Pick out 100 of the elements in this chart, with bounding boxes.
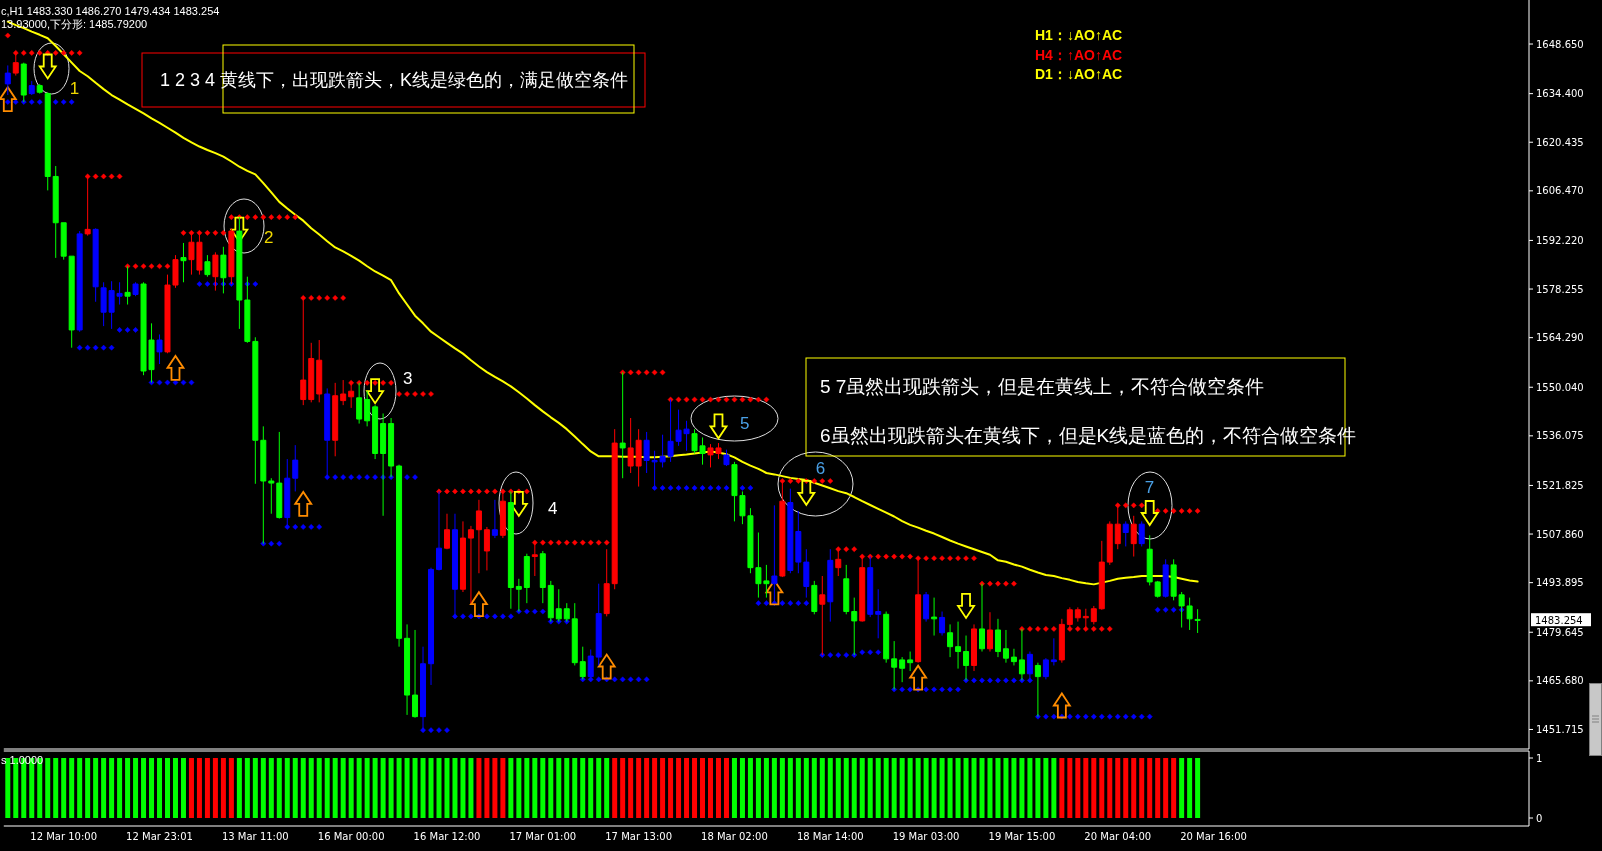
y-tick-label: 0 <box>1536 812 1543 824</box>
candlestick <box>1090 605 1097 625</box>
annotation: 1 <box>69 78 80 98</box>
candlestick <box>364 390 371 427</box>
candlestick <box>132 281 139 297</box>
candlestick <box>459 520 466 593</box>
y-tick-label: 1648.650 <box>1536 38 1584 50</box>
candlestick <box>1162 558 1169 599</box>
candlestick <box>1146 534 1153 586</box>
candlestick <box>60 222 67 261</box>
candlestick <box>292 444 299 492</box>
candlestick <box>428 567 435 686</box>
candlestick <box>12 52 19 77</box>
candlestick <box>859 556 866 623</box>
candlestick <box>611 428 618 590</box>
candlestick <box>931 597 938 637</box>
point <box>294 491 313 517</box>
candlestick <box>939 611 946 637</box>
y-tick-label: 1465.680 <box>1536 675 1584 687</box>
candlestick <box>587 648 594 680</box>
candlestick <box>1002 629 1009 664</box>
candlestick <box>1010 648 1017 666</box>
candlestick <box>340 379 347 406</box>
candlestick <box>268 477 275 515</box>
candlestick <box>899 656 906 683</box>
x-tick-label: 20 Mar 16:00 <box>1180 830 1247 842</box>
candlestick <box>539 550 546 604</box>
candlestick <box>316 339 323 403</box>
candlestick <box>971 623 978 672</box>
candlestick <box>1194 608 1201 634</box>
y-tick-label: 1507.860 <box>1536 528 1584 540</box>
annotation: 2 <box>263 227 274 247</box>
candlestick <box>36 83 43 95</box>
annotation: 3 <box>402 368 413 388</box>
candlestick <box>20 62 27 103</box>
candlestick <box>1082 608 1089 630</box>
chart-title: c,H1 1483.330 1486.270 1479.434 1483.254 <box>1 4 220 17</box>
candlestick <box>276 431 283 520</box>
y-tick-label: 1536.075 <box>1536 430 1584 442</box>
y-tick-label: 1479.645 <box>1536 626 1584 638</box>
point <box>909 664 928 691</box>
point <box>709 413 728 440</box>
candlestick <box>779 480 786 578</box>
y-tick-label: 1634.400 <box>1536 88 1584 100</box>
x-tick-label: 17 Mar 01:00 <box>509 830 577 842</box>
x-tick-label: 19 Mar 15:00 <box>988 830 1056 842</box>
x-tick-label: 19 Mar 03:00 <box>892 830 960 842</box>
candlestick <box>1026 651 1033 681</box>
point <box>1052 692 1071 719</box>
candlestick <box>986 611 993 653</box>
candlestick <box>811 580 818 615</box>
candlestick <box>994 618 1001 658</box>
annotation: H1：↓AO↑AC <box>1035 27 1123 43</box>
candlestick <box>1138 520 1145 547</box>
candlestick <box>324 387 331 478</box>
candlestick <box>947 623 954 658</box>
point <box>166 354 185 381</box>
y-tick-label: 1521.825 <box>1536 479 1584 491</box>
candlestick <box>1098 540 1105 611</box>
candlestick <box>723 449 730 467</box>
candlestick <box>851 597 858 656</box>
candlestick <box>412 629 419 719</box>
candlestick <box>220 246 227 294</box>
candlestick <box>875 588 882 639</box>
candlestick <box>348 382 355 409</box>
x-tick-label: 18 Mar 02:00 <box>701 830 768 842</box>
y-tick-label: 1620.435 <box>1536 136 1584 148</box>
candlestick <box>1066 606 1073 630</box>
annotation: D1：↓AO↑AC <box>1035 66 1123 82</box>
candlestick <box>595 583 602 666</box>
x-tick-label: 13 Mar 11:00 <box>221 830 289 842</box>
candlestick <box>1154 580 1161 599</box>
candlestick <box>603 548 610 617</box>
candlestick <box>436 490 442 571</box>
candlestick <box>1050 637 1057 666</box>
candlestick <box>891 640 898 690</box>
candlestick <box>531 542 538 577</box>
annotation: 5 7虽然出现跌箭头，但是在黄线上，不符合做空条件 <box>820 375 1265 397</box>
candlestick <box>420 646 427 731</box>
candlestick <box>827 548 834 623</box>
candlestick <box>300 297 307 406</box>
y-tick-label: 1564.290 <box>1536 332 1584 344</box>
candlestick <box>332 382 339 457</box>
annotation: 5 <box>740 413 750 433</box>
candlestick <box>915 557 922 664</box>
candlestick <box>44 91 51 191</box>
candlestick <box>1042 657 1049 680</box>
candlestick <box>4 64 11 96</box>
y-tick-label: 1592.220 <box>1536 234 1584 246</box>
x-tick-label: 12 Mar 10:00 <box>30 830 98 842</box>
candlestick <box>1018 628 1025 681</box>
candlestick <box>1106 520 1113 566</box>
candlestick <box>803 548 810 599</box>
candlestick <box>156 333 163 365</box>
candlestick <box>443 513 450 550</box>
candlestick <box>180 242 187 283</box>
candlestick <box>28 80 35 96</box>
y-tick-label: 1 <box>1536 752 1543 764</box>
candlestick <box>867 556 874 618</box>
annotation: 6 <box>815 458 826 478</box>
